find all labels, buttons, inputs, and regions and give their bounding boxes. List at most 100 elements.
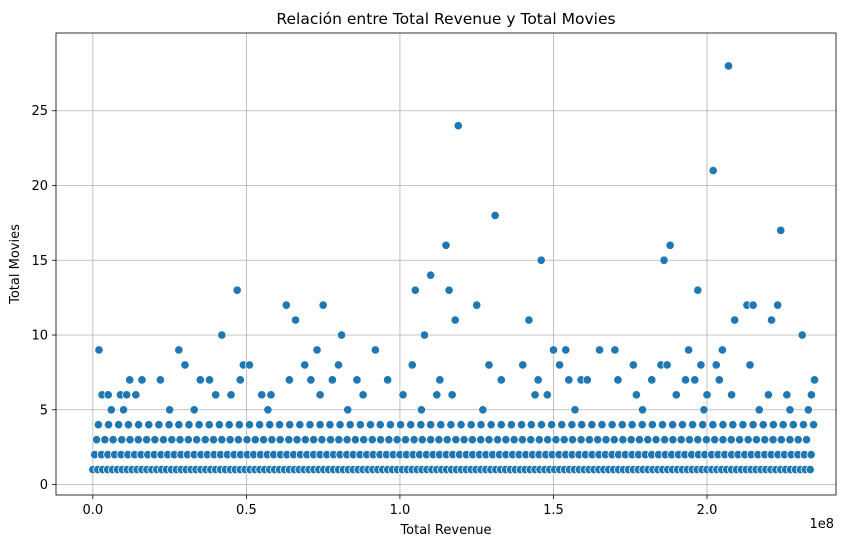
data-point (758, 420, 768, 430)
data-point (325, 435, 336, 445)
data-point (809, 375, 820, 385)
data-point (167, 435, 177, 445)
data-point (570, 405, 580, 415)
data-point (484, 360, 494, 370)
data-point (435, 375, 445, 385)
data-point (459, 435, 469, 445)
data-point (665, 240, 675, 250)
data-point (509, 435, 519, 445)
data-point (117, 435, 127, 445)
data-point (618, 435, 628, 445)
data-point (776, 225, 786, 235)
data-point (564, 375, 574, 385)
data-point (244, 360, 255, 370)
data-point (690, 375, 700, 385)
data-point (211, 390, 221, 400)
data-point (327, 375, 337, 385)
data-point (555, 360, 565, 370)
data-point (559, 435, 569, 445)
data-point (734, 435, 745, 445)
data-point (476, 420, 486, 430)
data-point (778, 420, 788, 430)
data-point (702, 390, 712, 400)
data-point (375, 420, 385, 430)
data-point (183, 435, 193, 445)
data-point (355, 420, 365, 430)
data-point (484, 435, 494, 445)
data-point (284, 435, 294, 445)
data-point (751, 435, 762, 445)
data-point (266, 390, 276, 400)
data-point (768, 420, 778, 430)
data-point (436, 420, 446, 430)
data-point (250, 435, 260, 445)
data-point (137, 375, 147, 385)
data-point (409, 435, 419, 445)
data-point (144, 420, 154, 430)
data-point (693, 435, 703, 445)
data-point (392, 435, 402, 445)
data-point (701, 435, 711, 445)
data-point (376, 435, 386, 445)
data-point (142, 435, 152, 445)
data-point (577, 420, 587, 430)
data-point (195, 375, 205, 385)
data-point (267, 435, 277, 445)
data-point (315, 390, 325, 400)
data-point (234, 420, 244, 430)
data-point (677, 420, 688, 430)
data-point (318, 300, 328, 310)
data-point (766, 315, 777, 325)
data-point (342, 435, 352, 445)
gridlines (56, 33, 836, 495)
data-point (352, 375, 362, 385)
data-point (217, 435, 227, 445)
data-point (133, 435, 143, 445)
data-point (743, 435, 753, 445)
data-point (748, 300, 758, 310)
data-point (548, 345, 559, 355)
x-tick-label: 1.5 (543, 503, 564, 518)
data-point (718, 435, 728, 445)
data-point (607, 420, 617, 430)
data-point (773, 300, 783, 310)
data-point (530, 390, 540, 400)
data-point (696, 360, 706, 370)
data-point (165, 405, 175, 415)
data-point (803, 405, 813, 415)
data-point (194, 420, 204, 430)
data-point (710, 435, 720, 445)
data-point (651, 435, 661, 445)
data-point (189, 405, 199, 415)
x-tick-label: 0.0 (83, 503, 104, 518)
data-point (526, 420, 536, 430)
data-point (557, 420, 567, 430)
data-point (676, 435, 686, 445)
data-point (517, 435, 528, 445)
data-point (407, 360, 417, 370)
data-point (158, 435, 169, 445)
data-point (290, 315, 301, 325)
data-point (533, 375, 543, 385)
data-point (125, 375, 135, 385)
data-point (671, 390, 681, 400)
data-point (659, 255, 669, 265)
data-point (647, 375, 657, 385)
data-point (576, 435, 586, 445)
data-point (587, 420, 597, 430)
x-tick-label: 2.0 (697, 503, 718, 518)
data-point (192, 435, 202, 445)
data-point (123, 420, 134, 430)
data-point (797, 330, 807, 340)
data-point (265, 420, 275, 430)
data-point (335, 420, 345, 430)
data-point (613, 375, 623, 385)
data-point (325, 420, 335, 430)
data-point (711, 360, 721, 370)
data-point (542, 390, 552, 400)
data-point (284, 375, 294, 385)
data-point (345, 420, 355, 430)
data-point (476, 435, 486, 445)
data-point (456, 420, 466, 430)
